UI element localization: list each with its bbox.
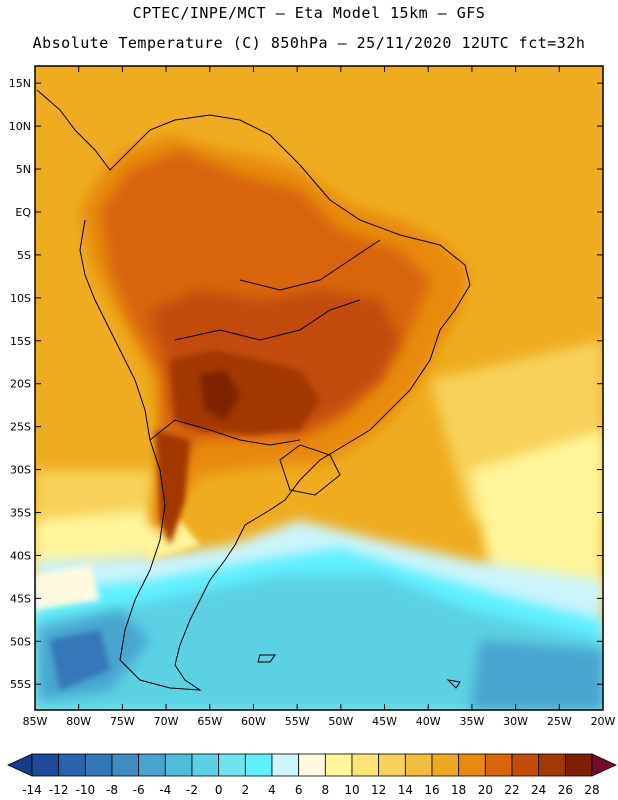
- south-america-coastline: [36, 89, 471, 691]
- colorbar-swatch: [164, 753, 193, 777]
- south-georgia: [446, 679, 461, 689]
- colorbar-swatch: [138, 753, 166, 777]
- lat-tick-label: 15N: [9, 77, 31, 90]
- colorbar-label: 18: [451, 783, 466, 797]
- colorbar-label: 20: [478, 783, 493, 797]
- lat-tick-label: 30S: [10, 464, 31, 477]
- colorbar-swatch: [191, 753, 220, 777]
- colorbar-swatch: [564, 753, 593, 777]
- colorbar-label: 2: [242, 783, 250, 797]
- colorbar-label: 10: [344, 783, 359, 797]
- lon-tick-label: 40W: [416, 715, 441, 728]
- field-patagonia-10: [130, 520, 200, 560]
- lat-tick-label: 35S: [10, 507, 31, 520]
- field-west-10: [35, 510, 150, 570]
- border-amazon: [239, 239, 381, 291]
- colorbar-label: 22: [504, 783, 519, 797]
- longitude-axis: 85W 80W 75W 70W 65W 60W 55W 50W 45W 40W 35W 30W 25W 2…: [23, 66, 616, 728]
- lat-tick-label: 55S: [10, 678, 31, 691]
- colorbar-label: 0: [215, 783, 223, 797]
- latitude-axis: 15N 10N 5N EQ 5S 10S 15S 20S 25S 30S 35S 40S 45S 50S 5…: [9, 77, 603, 691]
- lon-tick-label: 55W: [285, 715, 310, 728]
- colorbar-swatch: [111, 753, 140, 777]
- colorbar: -14 -12 -10 -8 -6 -4 -2 0 2 4 6 8 10 12 14 16 18 20 22 24 26…: [7, 753, 617, 797]
- colorbar-swatch: [484, 753, 513, 777]
- lon-tick-label: 75W: [110, 715, 135, 728]
- lat-tick-label: 5S: [17, 249, 31, 262]
- lat-tick-label: EQ: [15, 206, 31, 219]
- colorbar-label: -8: [106, 783, 118, 797]
- colorbar-swatch: [324, 753, 353, 777]
- lon-tick-label: 70W: [154, 715, 179, 728]
- colorbar-label: -2: [186, 783, 198, 797]
- colorbar-swatch: [271, 753, 300, 777]
- colorbar-label: -12: [49, 783, 69, 797]
- colorbar-swatch: [84, 753, 113, 777]
- coastlines: [36, 89, 471, 691]
- lat-tick-label: 15S: [10, 335, 31, 348]
- colorbar-swatch: [538, 753, 566, 777]
- field-sw-minus10: [50, 630, 110, 690]
- falklands: [257, 654, 276, 663]
- lat-tick-label: 40S: [10, 549, 31, 562]
- lat-tick-label: 25S: [10, 421, 31, 434]
- lat-tick-label: 20S: [10, 378, 31, 391]
- colorbar-label: 6: [295, 783, 303, 797]
- lon-tick-label: 30W: [503, 715, 528, 728]
- colorbar-swatch: [404, 753, 433, 777]
- lat-tick-label: 50S: [10, 635, 31, 648]
- colorbar-label: 28: [584, 783, 599, 797]
- lon-tick-label: 25W: [547, 715, 572, 728]
- colorbar-label: 4: [268, 783, 276, 797]
- colorbar-swatch: [244, 753, 273, 777]
- title-line-2: Absolute Temperature (C) 850hPa – 25/11/…: [32, 34, 586, 52]
- colorbar-label: 14: [398, 783, 413, 797]
- lon-tick-label: 60W: [241, 715, 266, 728]
- border-uruguay: [279, 444, 341, 496]
- lon-tick-label: 65W: [197, 715, 222, 728]
- colorbar-swatch: [218, 753, 246, 777]
- colorbar-label: -10: [76, 783, 96, 797]
- border-argentina-north: [149, 419, 301, 446]
- colorbar-label: 12: [371, 783, 386, 797]
- lat-tick-label: 5N: [16, 163, 31, 176]
- colorbar-swatch: [431, 753, 460, 777]
- lon-tick-label: 35W: [459, 715, 484, 728]
- lon-tick-label: 45W: [372, 715, 397, 728]
- lat-tick-label: 45S: [10, 592, 31, 605]
- lon-tick-label: 85W: [23, 715, 48, 728]
- lon-tick-label: 80W: [66, 715, 91, 728]
- lon-tick-label: 20W: [591, 715, 616, 728]
- lat-tick-label: 10N: [9, 120, 31, 133]
- lat-tick-label: 10S: [10, 292, 31, 305]
- colorbar-under-arrow: [7, 753, 33, 777]
- colorbar-label: -6: [133, 783, 145, 797]
- temperature-field: [35, 66, 603, 710]
- colorbar-label: -14: [22, 783, 42, 797]
- field-south-0: [35, 575, 603, 710]
- colorbar-swatch: [298, 753, 326, 777]
- lon-tick-label: 50W: [328, 715, 353, 728]
- title-line-1: CPTEC/INPE/MCT – Eta Model 15km – GFS: [132, 4, 486, 22]
- colorbar-swatch: [58, 753, 86, 777]
- field-w-6: [35, 565, 100, 610]
- colorbar-swatch: [31, 753, 60, 777]
- colorbar-swatch: [378, 753, 406, 777]
- colorbar-swatch: [511, 753, 540, 777]
- map-frame: [34, 65, 604, 711]
- colorbar-over-arrow: [591, 753, 617, 777]
- colorbar-label: 26: [558, 783, 573, 797]
- colorbar-swatch: [351, 753, 380, 777]
- colorbar-swatch: [458, 753, 486, 777]
- colorbar-label: 24: [531, 783, 546, 797]
- field-land-26: [170, 350, 320, 435]
- colorbar-label: 8: [322, 783, 330, 797]
- field-se-minus4: [470, 640, 603, 710]
- colorbar-label: 16: [424, 783, 439, 797]
- colorbar-label: -4: [159, 783, 171, 797]
- border-bolivia: [174, 299, 361, 341]
- field-land-28: [200, 370, 240, 420]
